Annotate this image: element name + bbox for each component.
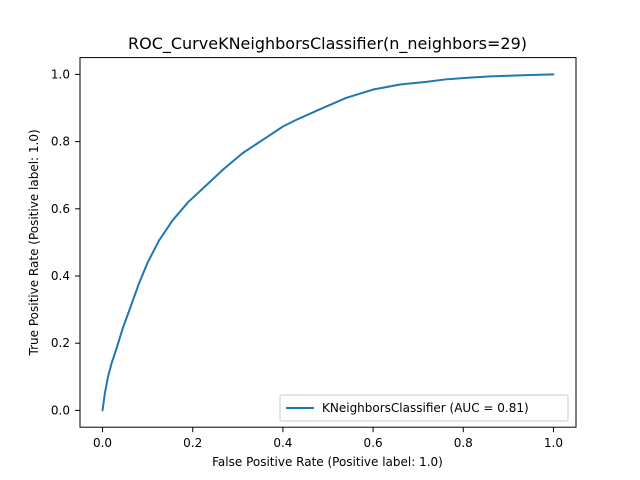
legend-box xyxy=(279,394,569,422)
y-tick-label: 0.6 xyxy=(51,202,70,216)
y-tick-label: 1.0 xyxy=(51,67,70,81)
series-layer xyxy=(101,73,555,412)
x-tick-label: 0.8 xyxy=(454,436,473,450)
y-tick-label: 0.0 xyxy=(51,403,70,417)
x-axis-label: False Positive Rate (Positive label: 1.0… xyxy=(212,455,443,469)
roc-curve-line xyxy=(101,73,555,412)
x-tick-label: 0.6 xyxy=(364,436,383,450)
y-axis-label: True Positive Rate (Positive label: 1.0) xyxy=(27,129,41,356)
x-tick-label: 0.2 xyxy=(183,436,202,450)
x-axis: 0.0 0.2 0.4 0.6 0.8 1.0 xyxy=(93,427,563,450)
y-tick-label: 0.2 xyxy=(51,336,70,350)
plot-area xyxy=(79,57,577,428)
y-tick-label: 0.8 xyxy=(51,135,70,149)
legend-series-label: KNeighborsClassifier (AUC = 0.81) xyxy=(322,401,529,415)
y-axis: 0.0 0.2 0.4 0.6 0.8 1.0 xyxy=(51,67,80,417)
x-tick-label: 0.4 xyxy=(273,436,292,450)
legend: KNeighborsClassifier (AUC = 0.81) xyxy=(279,394,569,422)
y-tick-label: 0.4 xyxy=(51,269,70,283)
x-tick-label: 1.0 xyxy=(544,436,563,450)
chart-title: ROC_CurveKNeighborsClassifier(n_neighbor… xyxy=(128,34,527,54)
x-tick-label: 0.0 xyxy=(93,436,112,450)
